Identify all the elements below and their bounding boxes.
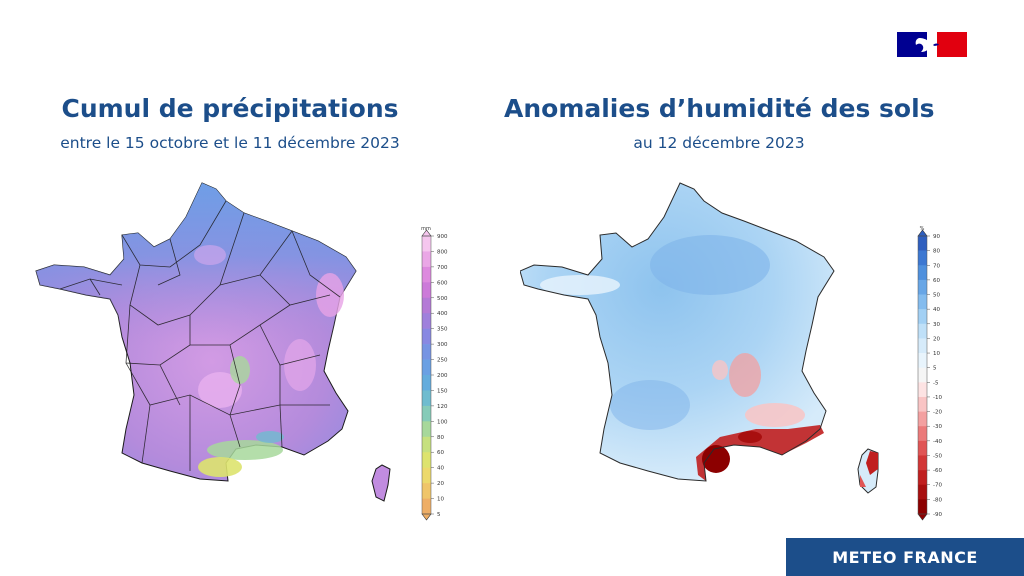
precipitation-legend-swatch <box>422 498 431 515</box>
precipitation-legend-tick-label: 700 <box>437 265 448 271</box>
precipitation-legend-swatch <box>422 297 431 314</box>
soil-moisture-legend-tick-label: 90 <box>933 234 940 240</box>
precipitation-map <box>35 182 391 502</box>
precipitation-legend-swatch <box>422 375 431 391</box>
soil-moisture-legend-swatch <box>918 309 927 325</box>
soil-moisture-legend-tick-label: -60 <box>933 468 942 474</box>
soil-moisture-legend-tick-label: -40 <box>933 439 942 445</box>
soil-moisture-legend-swatch <box>918 396 927 412</box>
soil-moisture-legend-tick-label: -80 <box>933 497 942 503</box>
soil-moisture-legend-tick-label: 60 <box>933 278 940 284</box>
soil-moisture-subtitle: au 12 décembre 2023 <box>633 134 805 152</box>
precipitation-legend-tick-label: 800 <box>437 249 448 255</box>
soil-moisture-legend-swatch <box>918 367 927 383</box>
soil-moisture-map <box>520 182 879 494</box>
soil-moisture-legend-swatch <box>918 499 927 515</box>
soil-moisture-legend-tick-label: -5 <box>933 380 939 386</box>
precipitation-legend-swatch <box>422 313 431 329</box>
soil-moisture-legend-tick-label: 5 <box>933 366 937 372</box>
precipitation-legend-swatch <box>422 390 431 407</box>
soil-moisture-legend-swatch <box>918 338 927 354</box>
soil-moisture-legend-tick-label: -50 <box>933 453 942 459</box>
soil-moisture-legend-swatch <box>918 411 927 427</box>
soil-moisture-legend-frame <box>917 235 928 515</box>
precipitation-legend-tick-label: 300 <box>437 342 448 348</box>
precipitation-legend-tick-label: 400 <box>437 311 448 317</box>
soil-moisture-legend-tick-label: -70 <box>933 483 942 489</box>
precipitation-legend-tick-label: 120 <box>437 404 448 410</box>
soil-moisture-legend-swatch <box>918 484 927 500</box>
soil-moisture-legend-tick-label: -20 <box>933 410 942 416</box>
precipitation-legend-swatch <box>422 405 431 422</box>
soil-moisture-legend-tick-label: -90 <box>933 512 942 518</box>
precipitation-legend-tick-label: 200 <box>437 373 448 379</box>
soil-moisture-legend-tick-label: -10 <box>933 395 942 401</box>
soil-moisture-legend-tick-label: 20 <box>933 336 940 342</box>
precipitation-legend-tick-label: 500 <box>437 296 448 302</box>
soil-moisture-legend-unit: % <box>920 226 925 232</box>
soil-moisture-legend-swatch <box>918 382 927 398</box>
soil-moisture-legend-swatch <box>918 265 927 281</box>
republique-francaise-logo <box>897 32 967 57</box>
soil-moisture-legend-tick-label: 50 <box>933 293 940 299</box>
soil-moisture-legend-tick-label: 10 <box>933 351 940 357</box>
precipitation-legend-unit: mm <box>421 226 431 232</box>
precipitation-legend-swatch <box>422 251 431 268</box>
precipitation-legend-tick-label: 10 <box>437 497 444 503</box>
soil-moisture-legend-swatch <box>918 294 927 310</box>
precipitation-legend-tick-label: 900 <box>437 234 448 240</box>
precipitation-title: Cumul de précipitations <box>61 94 399 123</box>
precipitation-legend-tick-label: 150 <box>437 388 448 394</box>
soil-moisture-legend: % 90 80 70 60 50 40 30 20 10 5 -5 -10 -20 -30 -40 -50 -60… <box>917 226 942 521</box>
precipitation-legend-tick-label: 40 <box>437 466 444 472</box>
precipitation-legend-tick-label: 60 <box>437 450 444 456</box>
soil-moisture-legend-swatch <box>918 236 927 251</box>
precipitation-subtitle: entre le 15 octobre et le 11 décembre 20… <box>60 134 400 152</box>
soil-moisture-legend-swatch <box>918 426 927 442</box>
soil-moisture-legend-swatch <box>918 440 927 456</box>
precipitation-legend-tick-label: 350 <box>437 327 448 333</box>
precipitation-legend-tick-label: 600 <box>437 280 448 286</box>
meteo-france-banner: METEO FRANCE <box>786 538 1024 576</box>
precipitation-legend-swatch <box>422 483 431 499</box>
soil-moisture-legend-tick-label: 40 <box>933 307 940 313</box>
precipitation-legend-swatch <box>422 421 431 438</box>
precipitation-legend-swatch <box>422 282 431 299</box>
precipitation-legend-swatch <box>422 452 431 468</box>
soil-moisture-legend-swatch <box>918 353 927 368</box>
soil-moisture-legend-swatch <box>918 279 927 295</box>
soil-moisture-legend-tick-label: 70 <box>933 263 940 269</box>
precipitation-legend-tick-label: 250 <box>437 358 448 364</box>
soil-moisture-legend-arrow-down <box>917 513 928 521</box>
soil-moisture-legend-tick-label: 30 <box>933 322 940 328</box>
precipitation-legend-tick-label: 100 <box>437 419 448 425</box>
precipitation-legend-arrow-down <box>421 513 432 521</box>
soil-moisture-legend-swatch <box>918 323 927 339</box>
precipitation-legend-swatch <box>422 436 431 453</box>
precipitation-legend-tick-label: 80 <box>437 435 444 441</box>
soil-moisture-legend-swatch <box>918 250 927 266</box>
precipitation-legend-swatch <box>422 359 431 376</box>
precipitation-legend-swatch <box>422 344 431 360</box>
precipitation-legend: mm 900 800 700 600 500 400 350 300 250 200 150 120 10… <box>421 226 448 521</box>
soil-moisture-legend-swatch <box>918 455 927 471</box>
precipitation-legend-swatch <box>422 467 431 484</box>
precipitation-legend-tick-label: 20 <box>437 481 444 487</box>
precipitation-legend-tick-label: 5 <box>437 512 441 518</box>
soil-moisture-legend-tick-label: 80 <box>933 249 940 255</box>
soil-moisture-legend-swatch <box>918 470 927 486</box>
precipitation-legend-swatch <box>422 236 431 252</box>
footer-label: METEO FRANCE <box>832 547 978 567</box>
soil-moisture-legend-tick-label: -30 <box>933 424 942 430</box>
soil-moisture-title: Anomalies d’humidité des sols <box>504 94 935 123</box>
precipitation-legend-swatch <box>422 266 431 283</box>
precipitation-legend-swatch <box>422 328 431 345</box>
